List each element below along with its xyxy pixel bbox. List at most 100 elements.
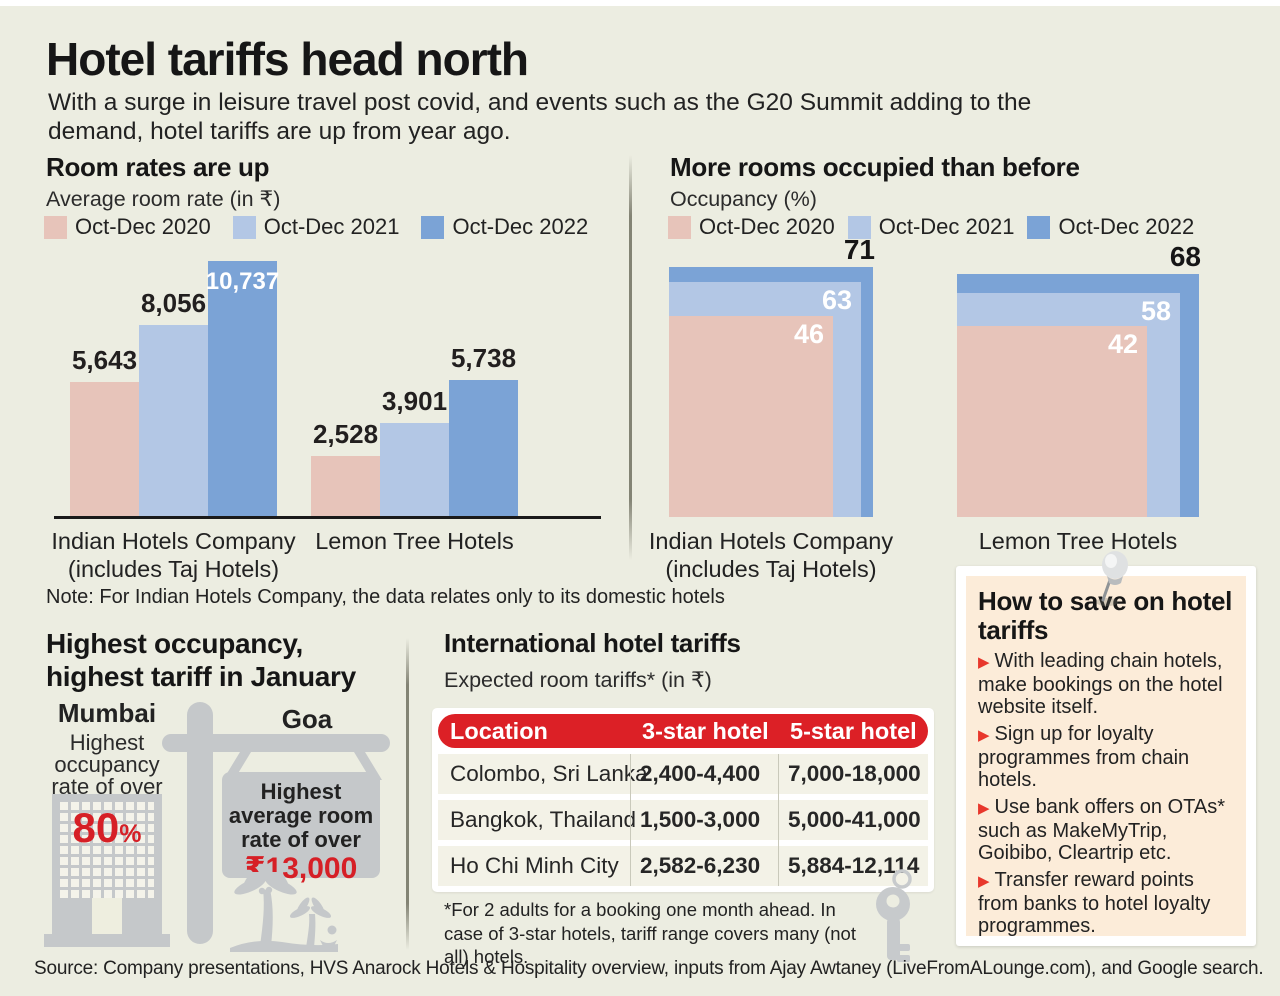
key-icon — [876, 869, 912, 962]
signpost-icon — [162, 702, 390, 944]
highlight-heading: Highest occupancy, highest tariff in Jan… — [46, 628, 356, 692]
triangle-bullet-icon: ▶ — [978, 873, 990, 890]
legend-item: Oct-Dec 2020 — [668, 214, 835, 240]
intl-footnote: *For 2 adults for a booking one month ah… — [444, 899, 856, 967]
pushpin-icon — [1096, 551, 1128, 606]
tip-item: ▶ Transfer reward points from banks to ho… — [978, 869, 1234, 936]
table-cell: 5,000-41,000 — [788, 807, 921, 832]
legend-swatch — [44, 215, 67, 239]
palm-trees-icon — [230, 872, 338, 952]
occupancy-legend: Oct-Dec 2020 Oct-Dec 2021 Oct-Dec 2022 — [668, 214, 1194, 240]
table-column-divider — [778, 754, 779, 886]
table-header-row: Location 3-star hotel 5-star hotel — [438, 714, 928, 748]
tips-list: ▶ With leading chain hotels, make booking… — [978, 650, 1234, 936]
legend-swatch — [847, 215, 871, 239]
building-base — [44, 934, 170, 947]
category-label-line: Lemon Tree Hotels — [315, 528, 514, 554]
tip-text: Use bank offers on OTAs* such as MakeMyT… — [978, 796, 1226, 864]
bar-value-label: 8,056 — [140, 288, 207, 318]
bar-value-label: 3,901 — [381, 386, 448, 416]
legend-item: Oct-Dec 2021 — [232, 214, 400, 240]
occupancy-value-label: 58 — [1140, 296, 1171, 326]
table-body: Colombo, Sri Lanka 2,400-4,400 7,000-18,00… — [438, 754, 928, 886]
source-line: Source: Company presentations, HVS Anaro… — [34, 958, 1264, 979]
goa-sign-line: average room — [228, 803, 374, 828]
table-cell: Colombo, Sri Lanka — [450, 761, 648, 786]
legend-swatch — [421, 215, 445, 239]
occupancy-layer: 46 — [669, 316, 833, 517]
table-row: Ho Chi Minh City 2,582-6,230 5,884-12,114 — [438, 846, 928, 886]
chart-divider — [629, 155, 632, 560]
tip-text: Sign up for loyalty programmes from chai… — [978, 723, 1190, 791]
intl-subtitle: Expected room tariffs* (in ₹) — [444, 668, 712, 692]
bar — [311, 456, 380, 516]
building-icon: 80% — [52, 794, 162, 934]
legend-item: Oct-Dec 2022 — [1027, 214, 1194, 240]
page-title: Hotel tariffs head north — [46, 33, 529, 85]
tip-text: With leading chain hotels, make bookings… — [978, 650, 1223, 718]
goa-sign-line: rate of over — [241, 827, 361, 852]
bar-value-label: 10,737 — [205, 268, 280, 295]
table-cell: Ho Chi Minh City — [450, 853, 619, 878]
bar-value-label: 5,738 — [450, 343, 517, 373]
occupancy-value-label: 46 — [793, 319, 824, 349]
occupancy-heading: More rooms occupied than before — [670, 152, 1080, 182]
table-cell: 7,000-18,000 — [788, 761, 921, 786]
category-label: Lemon Tree Hotels — [979, 527, 1178, 555]
occupancy-subtitle: Occupancy (%) — [670, 187, 817, 211]
triangle-bullet-icon: ▶ — [978, 800, 990, 817]
tip-item: ▶ Sign up for loyalty programmes from cha… — [978, 723, 1234, 791]
bar — [449, 380, 518, 516]
table-cell: 2,582-6,230 — [640, 853, 761, 878]
tip-item: ▶ Use bank offers on OTAs* such as MakeMy… — [978, 796, 1234, 864]
bar — [208, 261, 277, 516]
bar — [70, 382, 139, 516]
category-label-line: (includes Taj Hotels) — [67, 556, 280, 582]
occupancy-value-label: 63 — [821, 285, 852, 315]
triangle-bullet-icon: ▶ — [978, 654, 990, 671]
room-rates-heading: Room rates are up — [46, 152, 270, 182]
category-label: Lemon Tree Hotels — [315, 527, 514, 555]
mumbai-occupancy-value: 80% — [72, 804, 142, 851]
room-rates-category-labels: Indian Hotels Company (includes Taj Hotel… — [46, 527, 602, 587]
legend-label: Oct-Dec 2020 — [75, 214, 211, 239]
top-border — [0, 0, 1280, 6]
triangle-bullet-icon: ▶ — [978, 727, 990, 744]
mumbai-description: Highest occupancy rate of over — [51, 730, 163, 799]
table-header-cell: 3-star hotel — [642, 717, 769, 744]
tip-text: Transfer reward points from banks to hot… — [978, 869, 1211, 936]
table-cell: Bangkok, Thailand — [450, 807, 636, 832]
tips-card: How to save on hotel tariffs ▶ With leadi… — [956, 566, 1256, 946]
table-row: Colombo, Sri Lanka 2,400-4,400 7,000-18,00… — [438, 754, 928, 794]
building-windows — [60, 801, 154, 898]
room-rates-legend: Oct-Dec 2020 Oct-Dec 2021 Oct-Dec 2022 — [44, 214, 588, 240]
category-label: Indian Hotels Company (includes Taj Hotel… — [51, 527, 295, 583]
goa-sign-line: Highest — [260, 779, 342, 804]
bar — [380, 423, 449, 516]
category-label-line: (includes Taj Hotels) — [665, 556, 877, 582]
table-cell: 2,400-4,400 — [640, 761, 761, 786]
bar-value-label: 5,643 — [71, 345, 138, 375]
section-divider — [406, 638, 409, 950]
table-column-divider — [630, 754, 631, 886]
category-label-line: Indian Hotels Company — [648, 528, 894, 554]
legend-swatch — [1027, 215, 1051, 239]
tip-item: ▶ With leading chain hotels, make booking… — [978, 650, 1234, 718]
occupancy-group: 71 63 46 — [669, 234, 875, 517]
bar — [139, 325, 208, 516]
page-subtitle: With a surge in leisure travel post covi… — [48, 89, 1032, 145]
mumbai-block: Mumbai Highest occupancy rate of over — [36, 698, 178, 798]
bar-value-label: 2,528 — [312, 419, 379, 449]
occupancy-value-label: 68 — [1169, 241, 1201, 272]
table-cell: 1,500-3,000 — [640, 807, 761, 832]
legend-label: Oct-Dec 2021 — [263, 214, 400, 239]
occupancy-value-label: 71 — [843, 234, 875, 265]
table-header-cell: 5-star hotel — [790, 717, 917, 744]
room-rates-subtitle: Average room rate (in ₹) — [46, 187, 281, 211]
occupancy-layer: 42 — [957, 326, 1147, 517]
legend-label: Oct-Dec 2022 — [452, 214, 589, 239]
x-axis — [54, 516, 601, 519]
occupancy-group: 68 58 42 — [957, 241, 1201, 517]
table-row: Bangkok, Thailand 1,500-3,000 5,000-41,000 — [438, 800, 928, 840]
category-label: Indian Hotels Company (includes Taj Hotel… — [649, 527, 893, 583]
